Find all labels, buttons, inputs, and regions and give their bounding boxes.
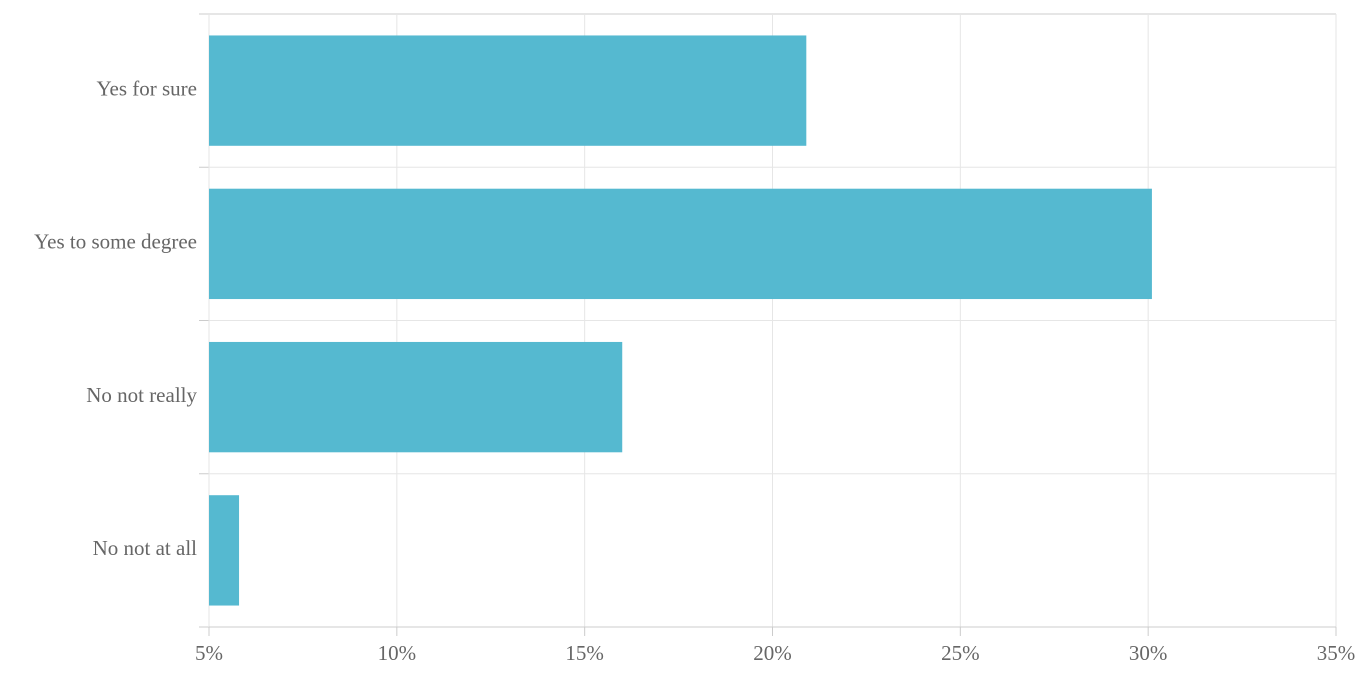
x-tick-label: 15% <box>565 641 604 665</box>
y-tick-label: No not really <box>86 383 197 407</box>
y-tick-label: Yes for sure <box>96 76 197 100</box>
bar <box>209 495 240 606</box>
x-tick-label: 35% <box>1317 641 1356 665</box>
x-tick-label: 30% <box>1129 641 1168 665</box>
y-tick-label: Yes to some degree <box>34 230 197 254</box>
bar <box>209 35 807 146</box>
x-tick-label: 5% <box>195 641 223 665</box>
x-tick-label: 20% <box>753 641 792 665</box>
x-tick-label: 10% <box>378 641 417 665</box>
bar <box>209 188 1152 300</box>
x-tick-label: 25% <box>941 641 980 665</box>
y-tick-label: No not at all <box>93 536 198 560</box>
bar <box>209 341 623 453</box>
